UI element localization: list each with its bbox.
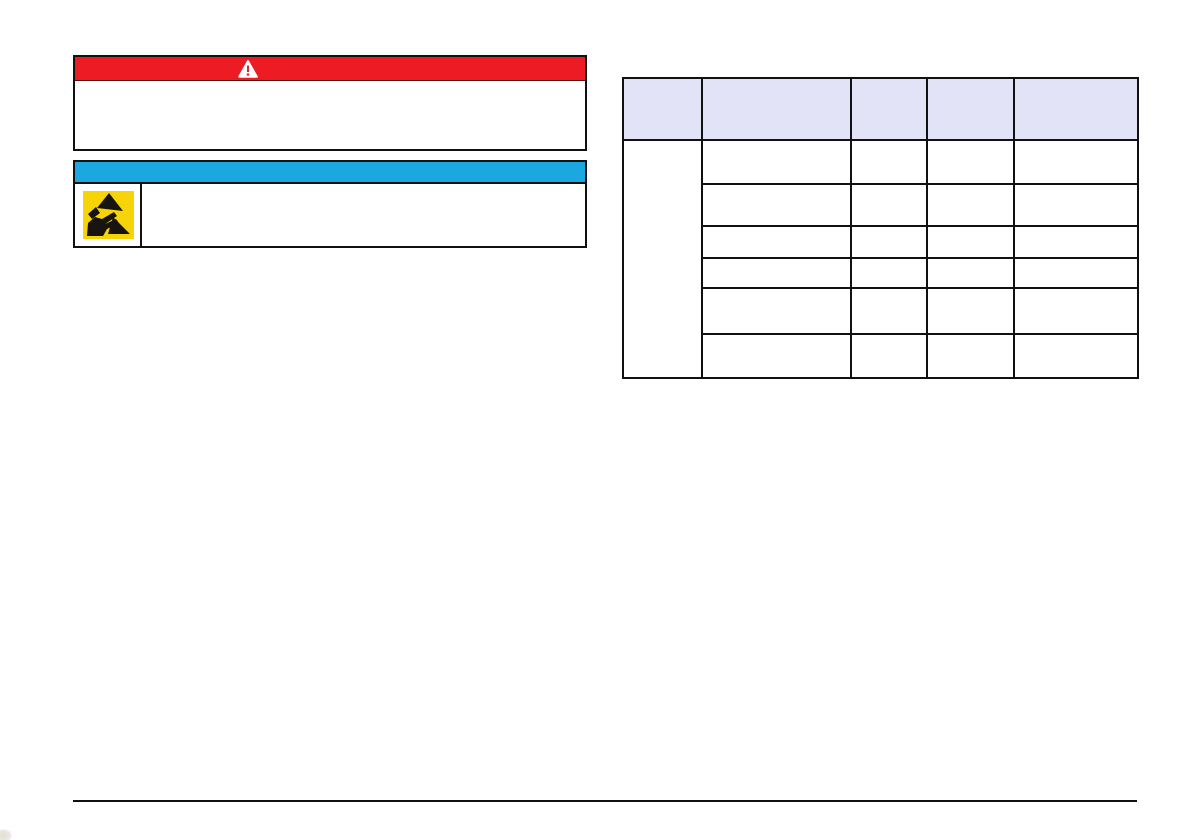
table-cell	[701, 287, 852, 335]
table-row	[623, 183, 1139, 227]
notice-admonition-box	[73, 160, 587, 248]
table-header-cell	[701, 77, 852, 141]
notice-title-bar	[75, 162, 585, 184]
table-cell	[926, 257, 1015, 289]
table-cell	[701, 139, 852, 185]
table-cell	[701, 333, 852, 379]
table-header-cell	[926, 77, 1015, 141]
footer-rule	[73, 800, 1137, 802]
table-cell	[1013, 257, 1139, 289]
warning-triangle-icon	[238, 60, 258, 78]
table-header-cell	[850, 77, 928, 141]
table-cell	[701, 257, 852, 289]
page-corner-artifact	[0, 829, 12, 840]
table-header-cell	[622, 77, 703, 141]
table-cell	[850, 225, 928, 259]
table-cell	[850, 333, 928, 379]
notice-content-row	[75, 184, 585, 246]
table-cell	[926, 183, 1015, 227]
table-cell	[1013, 183, 1139, 227]
table-row	[623, 225, 1139, 259]
table-cell	[926, 333, 1015, 379]
table-row	[622, 139, 1139, 379]
table-cell	[701, 225, 852, 259]
esd-warning-icon	[83, 191, 134, 239]
table-cell	[701, 183, 852, 227]
danger-body-text	[75, 81, 585, 147]
table-header-row	[622, 77, 1139, 141]
table-cell	[850, 257, 928, 289]
table-merged-cell	[622, 139, 703, 379]
table-cell	[1013, 139, 1139, 185]
table-row	[623, 287, 1139, 335]
table-cell	[926, 225, 1015, 259]
table-header-cell	[1013, 77, 1139, 141]
table-cell	[926, 287, 1015, 335]
table-cell	[850, 139, 928, 185]
table-row	[623, 333, 1139, 379]
table-cell	[1013, 225, 1139, 259]
table-cell	[1013, 333, 1139, 379]
table-cell	[850, 183, 928, 227]
table-cell	[926, 139, 1015, 185]
spec-table	[622, 77, 1139, 379]
notice-icon-cell	[75, 184, 142, 246]
danger-admonition-box	[73, 55, 587, 151]
table-cell	[850, 287, 928, 335]
table-row	[623, 257, 1139, 289]
table-cell	[1013, 287, 1139, 335]
danger-title-bar	[75, 57, 585, 81]
notice-body-text	[142, 184, 585, 246]
